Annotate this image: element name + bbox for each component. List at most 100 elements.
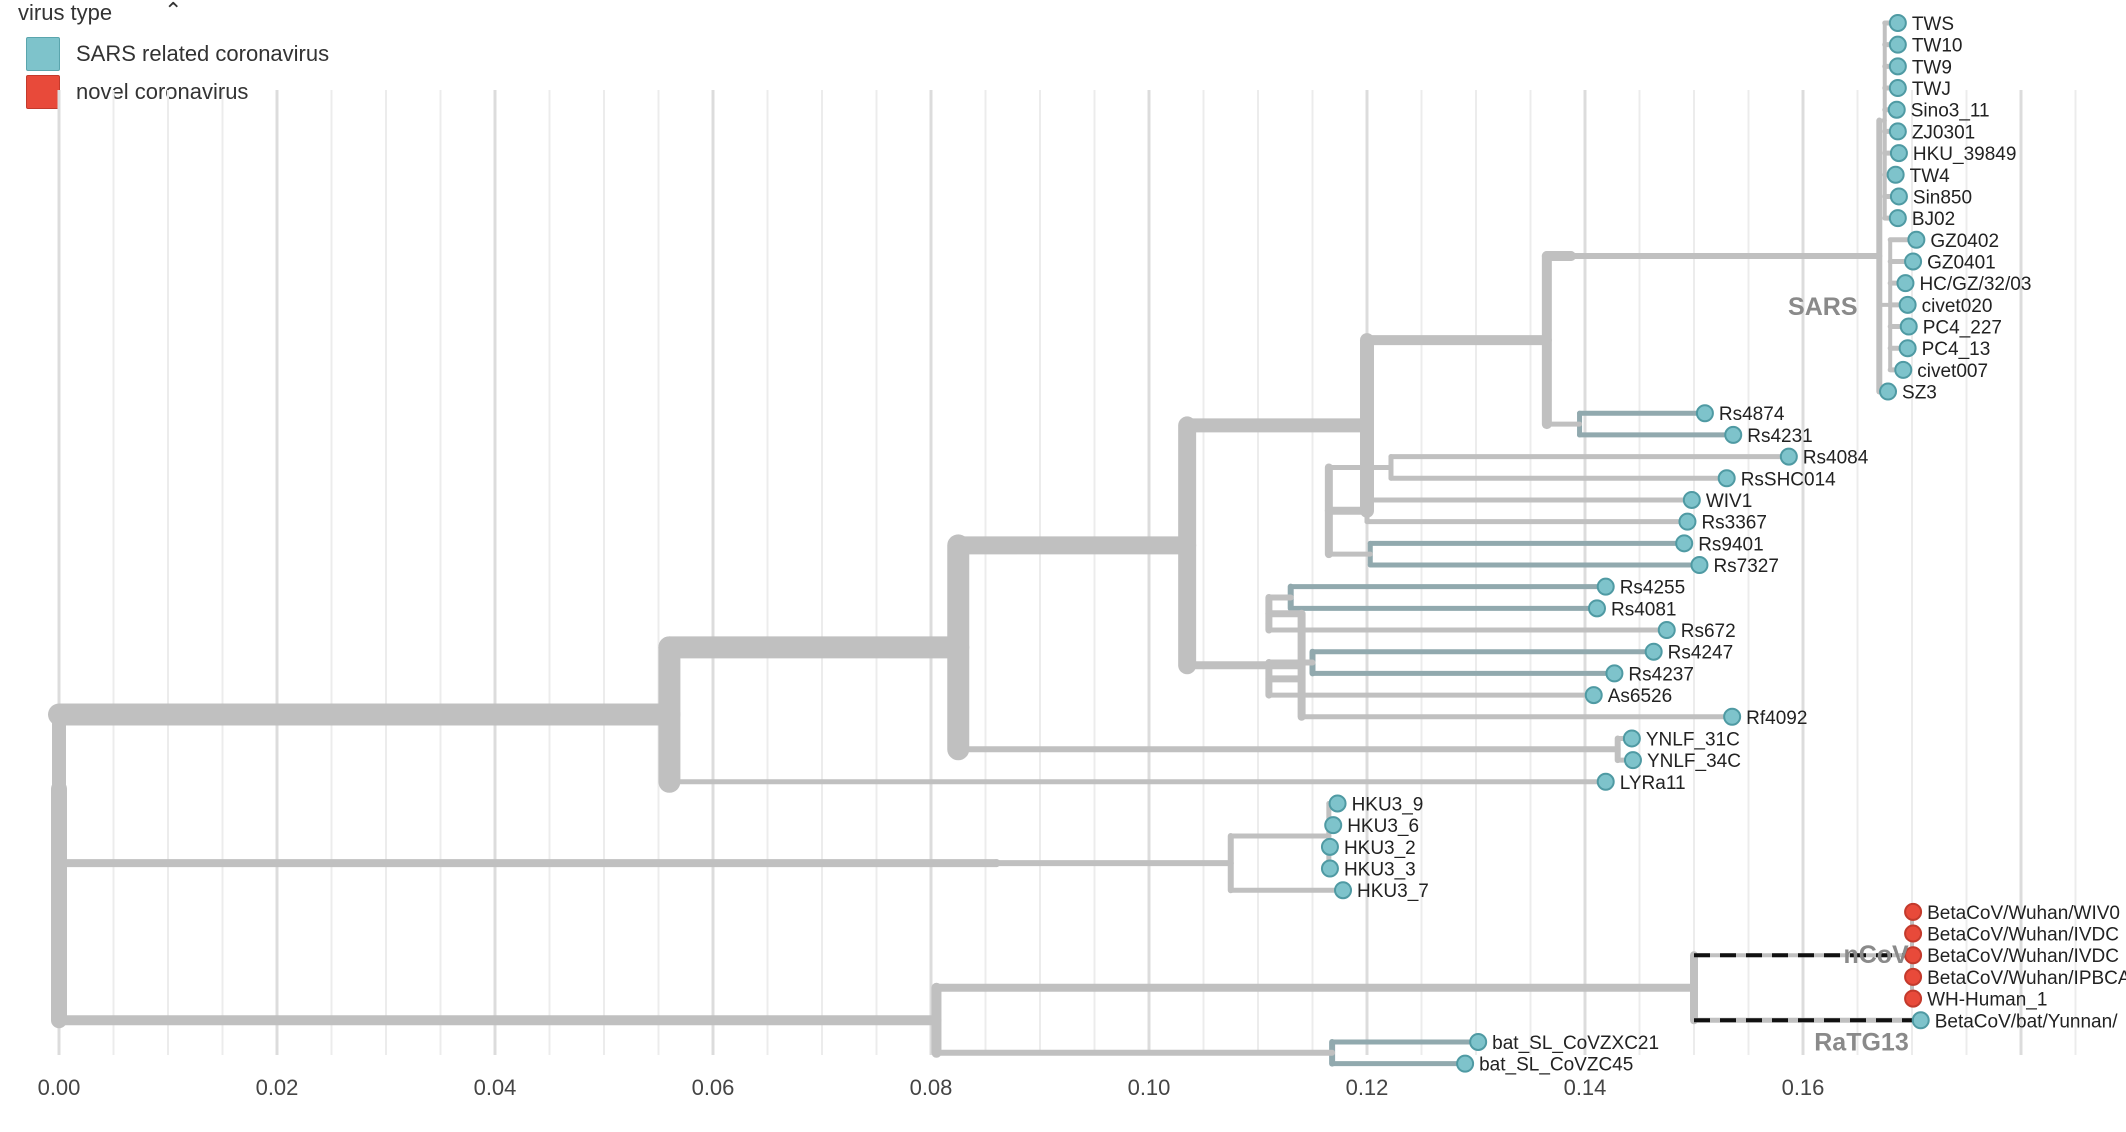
- legend-title: virus type: [18, 0, 113, 25]
- tip-label: RsSHC014: [1741, 469, 1836, 490]
- tip-label: TW10: [1912, 36, 1963, 57]
- tip-circle: [1779, 447, 1798, 466]
- tip-circle: [1898, 295, 1917, 314]
- tip-circle: [1324, 816, 1343, 835]
- grid-lines: [57, 90, 2077, 1055]
- x-tick-label: 0.16: [1782, 1075, 1825, 1100]
- tip-label: BetaCoV/Wuhan/WIV0: [1927, 903, 2120, 924]
- tip-circle: [1657, 621, 1676, 640]
- tip-circle: [1690, 556, 1709, 574]
- tip-label: HKU_39849: [1913, 144, 2017, 165]
- tip-circle: [1888, 35, 1907, 54]
- legend: virus type ⌃ SARS related coronavirus no…: [18, 0, 418, 120]
- x-axis-ticks: 0.00 0.02 0.04 0.06 0.08 0.10 0.12 0.14 0.16: [38, 1075, 1825, 1100]
- tip-label: WH-Human_1: [1927, 990, 2047, 1011]
- tip-label: PC4_13: [1922, 339, 1991, 360]
- tip-circle: [1904, 902, 1923, 921]
- tip-label: civet007: [1917, 361, 1988, 382]
- tip-label: GZ0402: [1930, 231, 1999, 252]
- tip-label: Rs4084: [1803, 448, 1869, 469]
- tip-label: Rs4231: [1747, 426, 1813, 447]
- tip-circle: [1717, 469, 1736, 488]
- tip-circle: [1723, 707, 1742, 726]
- tip-label: HKU3_7: [1357, 881, 1429, 902]
- tip-label: Rs4874: [1719, 404, 1785, 425]
- tip-circle: [1644, 642, 1663, 661]
- tip-circle: [1456, 1054, 1475, 1073]
- tip-label: HKU3_3: [1344, 860, 1416, 881]
- clade-label-sars: SARS: [1788, 293, 1857, 321]
- tip-label: TWS: [1912, 14, 1954, 35]
- tip-circle: [1675, 534, 1694, 553]
- x-tick-label: 0.02: [256, 1075, 299, 1100]
- tip-label: LYRa11: [1620, 773, 1686, 794]
- tip-label: TW4: [1910, 166, 1951, 187]
- tip-circle: [1894, 360, 1913, 379]
- tip-circle: [1911, 1011, 1930, 1030]
- tip-circle: [1879, 382, 1898, 401]
- tip-circle: [1605, 664, 1624, 683]
- tip-circle: [1596, 577, 1615, 596]
- tip-label: Sino3_11: [1911, 101, 1990, 122]
- x-tick-label: 0.06: [692, 1075, 735, 1100]
- tip-label: GZ0401: [1927, 252, 1996, 273]
- tip-label: Rs4237: [1628, 664, 1694, 685]
- clade-label-ratg13: RaTG13: [1814, 1028, 1908, 1056]
- tip-circle: [1904, 989, 1923, 1008]
- x-tick-label: 0.12: [1346, 1075, 1389, 1100]
- chevron-up-icon[interactable]: ⌃: [164, 0, 183, 23]
- tip-circle: [1596, 772, 1615, 791]
- tip-label: bat_SL_CoVZXC21: [1492, 1033, 1659, 1054]
- tip-label: Rf4092: [1746, 708, 1807, 729]
- x-tick-label: 0.04: [474, 1075, 517, 1100]
- x-tick-label: 0.00: [38, 1075, 81, 1100]
- tip-label: BetaCoV/Wuhan/IVDC: [1927, 925, 2119, 946]
- tip-label: HKU3_2: [1344, 838, 1416, 859]
- tip-circle: [1678, 512, 1697, 531]
- tip-label: Sin850: [1913, 187, 1972, 208]
- tip-circle: [1320, 859, 1339, 878]
- tip-label: ZJ0301: [1912, 122, 1975, 143]
- tip-circle: [1889, 187, 1908, 206]
- tip-label: WIV1: [1706, 491, 1752, 512]
- tip-label: BetaCoV/Wuhan/IPBCA: [1927, 968, 2126, 989]
- tip-circle: [1587, 599, 1606, 618]
- tip-label: Rs9401: [1698, 534, 1764, 555]
- tip-label: Rs4247: [1668, 643, 1734, 664]
- x-tick-label: 0.08: [910, 1075, 953, 1100]
- tip-label: BJ02: [1912, 209, 1955, 230]
- tip-circle: [1904, 967, 1923, 986]
- tip-circle: [1904, 924, 1923, 943]
- tip-label: BetaCoV/bat/Yunnan/: [1935, 1011, 2118, 1032]
- clade-labels: SARS nCoV RaTG13: [1788, 293, 1909, 1056]
- tip-circle: [1328, 794, 1347, 813]
- tip-circle: [1623, 751, 1642, 770]
- tip-circle: [1898, 339, 1917, 358]
- tip-label: civet020: [1922, 296, 1993, 317]
- tip-label: Rs672: [1681, 621, 1736, 642]
- tip-circle: [1334, 881, 1353, 900]
- tip-circle: [1469, 1032, 1488, 1051]
- clade-label-ncov: nCoV: [1843, 941, 1909, 969]
- tip-circle: [1896, 274, 1915, 293]
- tip-circle: [1886, 165, 1905, 184]
- tip-circle: [1888, 57, 1907, 76]
- tip-label: SZ3: [1902, 383, 1937, 404]
- tip-label: YNLF_31C: [1646, 729, 1740, 750]
- tip-circle: [1888, 209, 1907, 228]
- tip-circle: [1907, 230, 1926, 249]
- tip-circle: [1899, 317, 1918, 336]
- tip-label: Rs3367: [1701, 513, 1767, 534]
- tree-branches: [48, 20, 1924, 1067]
- tip-circle: [1887, 100, 1906, 119]
- tip-circle: [1904, 252, 1923, 271]
- tip-label: HKU3_9: [1352, 794, 1424, 815]
- tip-circle: [1888, 79, 1907, 98]
- x-tick-label: 0.14: [1564, 1075, 1607, 1100]
- tip-label: HKU3_6: [1347, 816, 1419, 837]
- tip-label: Rs4255: [1620, 578, 1686, 599]
- highlight-dashes: [1694, 953, 1921, 1023]
- tip-circle: [1888, 122, 1907, 141]
- tip-label: TW9: [1912, 57, 1952, 78]
